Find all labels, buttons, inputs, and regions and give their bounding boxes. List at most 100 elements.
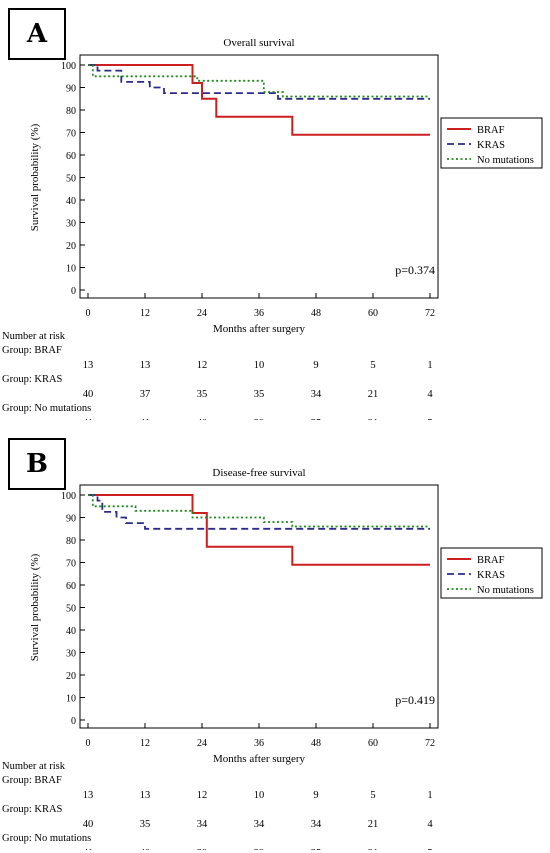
risk-count: 40	[197, 418, 208, 420]
risk-table: Number at risk Group: BRAF 13 13 12 10 9 5 1 Grou…	[2, 761, 433, 850]
series-line-kras	[88, 64, 430, 100]
risk-count: 21	[368, 848, 379, 850]
risk-heading: Number at risk	[2, 331, 66, 342]
risk-count: 35	[311, 848, 322, 850]
plot-frame	[79, 484, 439, 729]
x-tick-label: 48	[311, 738, 321, 749]
y-tick-label: 90	[66, 514, 76, 525]
legend-label: BRAF	[477, 555, 505, 566]
y-tick-label: 100	[61, 491, 76, 502]
survival-chart-b: Disease-free survival0102030405060708090…	[2, 467, 543, 850]
risk-count: 21	[368, 389, 379, 400]
risk-count: 40	[83, 819, 94, 830]
legend-label: KRAS	[477, 140, 505, 151]
panel-a: Overall survival 0 10 20 30 40 50 60 70 80 90 100 0 1…	[0, 0, 550, 420]
y-tick-label: 80	[66, 536, 76, 547]
y-axis-label: Survival probability (%)	[29, 123, 41, 231]
y-tick-label: 60	[66, 151, 76, 162]
risk-count: 39	[254, 418, 265, 420]
risk-count: 41	[83, 848, 94, 850]
y-tick-label: 0	[71, 716, 76, 727]
risk-count: 5	[370, 360, 375, 371]
risk-count: 5	[427, 418, 432, 420]
risk-group-label: Group: BRAF	[2, 345, 62, 356]
risk-count: 1	[427, 790, 432, 801]
risk-count: 40	[140, 848, 151, 850]
p-value: p=0.419	[395, 693, 435, 707]
risk-count: 41	[83, 418, 94, 420]
y-axis-label: Survival probability (%)	[29, 553, 41, 661]
risk-group-label: Group: KRAS	[2, 804, 63, 815]
risk-heading: Number at risk	[2, 761, 66, 772]
risk-count: 13	[140, 790, 151, 801]
risk-count: 21	[368, 418, 379, 420]
risk-count: 35	[311, 418, 322, 420]
legend-label: No mutations	[477, 585, 534, 596]
y-tick-label: 20	[66, 671, 76, 682]
y-tick-label: 0	[71, 286, 76, 297]
risk-count: 5	[370, 790, 375, 801]
p-value: p=0.374	[395, 263, 435, 277]
risk-count: 10	[254, 360, 265, 371]
risk-count: 35	[197, 389, 208, 400]
y-tick-label: 40	[66, 196, 76, 207]
plot-frame	[79, 54, 439, 299]
risk-count: 39	[254, 848, 265, 850]
series-line-braf	[88, 494, 430, 566]
x-tick-label: 72	[425, 308, 435, 319]
risk-count: 4	[427, 389, 433, 400]
x-tick-label: 72	[425, 738, 435, 749]
risk-count: 34	[311, 819, 322, 830]
y-tick-label: 40	[66, 626, 76, 637]
legend-label: KRAS	[477, 570, 505, 581]
y-tick-label: 90	[66, 84, 76, 95]
risk-count: 34	[197, 819, 208, 830]
risk-count: 1	[427, 360, 432, 371]
series-line-no-mutations	[88, 64, 430, 98]
x-tick-label: 0	[86, 738, 91, 749]
x-tick-label: 60	[368, 308, 378, 319]
panel-letter-a: A	[8, 8, 66, 60]
risk-count: 4	[427, 819, 433, 830]
x-tick-label: 12	[140, 308, 150, 319]
x-tick-label: 36	[254, 738, 264, 749]
y-tick-label: 30	[66, 219, 76, 230]
series-line-no-mutations	[88, 494, 430, 528]
risk-count: 35	[254, 389, 265, 400]
y-tick-label: 70	[66, 129, 76, 140]
risk-group-label: Group: No mutations	[2, 833, 91, 844]
risk-count: 35	[140, 819, 151, 830]
risk-count: 13	[83, 790, 94, 801]
risk-count: 13	[83, 360, 94, 371]
risk-count: 9	[313, 360, 318, 371]
x-axis-label: Months after surgery	[213, 753, 306, 765]
x-tick-label: 60	[368, 738, 378, 749]
x-tick-label: 36	[254, 308, 264, 319]
risk-count: 34	[311, 389, 322, 400]
risk-count: 21	[368, 819, 379, 830]
risk-count: 12	[197, 360, 208, 371]
x-tick-label: 12	[140, 738, 150, 749]
x-tick-label: 0	[86, 308, 91, 319]
risk-count: 5	[427, 848, 432, 850]
y-tick-label: 60	[66, 581, 76, 592]
panel-b: Disease-free survival 0 10 20 30 40 50 60 70 80 90…	[0, 430, 550, 850]
legend-label: BRAF	[477, 125, 505, 136]
chart-title: Disease-free survival	[212, 467, 305, 479]
x-axis-label: Months after surgery	[213, 323, 306, 335]
legend: BRAF KRAS No mutations	[440, 117, 543, 169]
y-tick-label: 80	[66, 106, 76, 117]
risk-count: 13	[140, 360, 151, 371]
survival-chart-a: Overall survival 0 10 20 30 40 50 60 70 80 90 100 0 1…	[2, 37, 543, 420]
y-tick-label: 50	[66, 174, 76, 185]
risk-group-label: Group: No mutations	[2, 403, 91, 414]
y-tick-label: 100	[61, 61, 76, 72]
x-tick-label: 48	[311, 308, 321, 319]
y-tick-label: 10	[66, 694, 76, 705]
chart-title: Overall survival	[223, 37, 294, 49]
risk-table: Number at risk Group: BRAF 13 13 12 10 9 5 1 Grou…	[2, 331, 433, 420]
legend: BRAF KRAS No mutations	[440, 547, 543, 599]
series-line-kras	[88, 494, 430, 530]
y-tick-label: 10	[66, 264, 76, 275]
risk-count: 39	[197, 848, 208, 850]
